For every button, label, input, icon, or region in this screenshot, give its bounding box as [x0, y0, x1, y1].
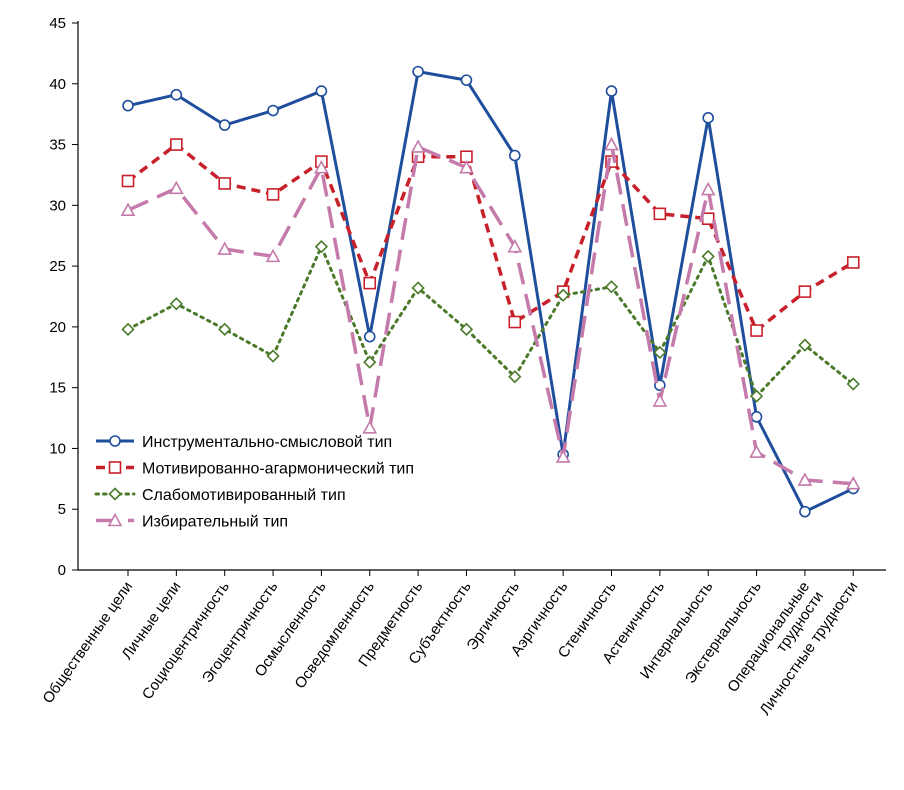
data-point: [170, 138, 183, 151]
legend-item: Инструментально-смысловой тип: [96, 434, 392, 451]
data-point: [460, 74, 473, 86]
data-point: [508, 370, 522, 384]
x-tick-label: Общественные цели: [39, 579, 136, 707]
data-point: [412, 65, 424, 78]
data-point: [411, 281, 425, 295]
data-point: [507, 238, 523, 253]
data-point: [121, 174, 135, 188]
data-point: [845, 476, 861, 490]
data-point: [218, 119, 231, 131]
data-point: [459, 159, 474, 174]
data-point: [555, 449, 571, 463]
y-tick-label: 25: [49, 258, 66, 275]
data-point: [750, 324, 763, 337]
data-point: [556, 288, 570, 302]
series-line: [127, 70, 854, 514]
series-2: [121, 138, 860, 337]
data-point: [700, 181, 716, 196]
data-point: [653, 345, 667, 360]
data-point: [266, 349, 280, 363]
data-point: [749, 389, 764, 403]
data-point: [363, 355, 377, 369]
legend-label: Слабомотивированный тип: [142, 487, 346, 504]
legend-marker: [108, 487, 122, 501]
data-point: [217, 241, 233, 255]
data-point: [702, 112, 715, 124]
series-line: [126, 142, 855, 333]
legend-item: Мотивированно-агармонический тип: [96, 461, 414, 478]
data-point: [120, 202, 136, 216]
legend-marker: [108, 461, 122, 474]
legend-marker: [107, 512, 123, 527]
series-line: [126, 245, 855, 398]
data-point: [750, 411, 763, 423]
y-tick-label: 45: [49, 15, 66, 32]
y-tick-label: 15: [49, 380, 66, 397]
data-point: [797, 472, 813, 486]
data-point: [121, 322, 135, 336]
data-point: [604, 136, 619, 151]
data-point: [363, 276, 377, 290]
series-4: [120, 136, 861, 490]
data-point: [170, 88, 183, 101]
data-point: [362, 420, 378, 434]
data-point: [169, 297, 183, 311]
legend-item: Избирательный тип: [96, 512, 288, 531]
data-point: [265, 248, 281, 263]
data-point: [604, 280, 619, 294]
y-tick-label: 35: [49, 137, 66, 154]
y-tick-label: 0: [58, 562, 66, 579]
data-point: [798, 338, 812, 352]
series-line: [127, 142, 854, 486]
data-point: [508, 315, 522, 329]
data-point: [508, 149, 521, 162]
data-point: [314, 240, 329, 254]
data-point: [267, 104, 279, 117]
data-point: [410, 139, 426, 153]
legend-label: Мотивированно-агармонический тип: [142, 461, 414, 478]
data-point: [701, 212, 715, 226]
data-point: [459, 322, 474, 336]
y-tick-label: 10: [49, 440, 66, 457]
y-tick-label: 20: [49, 319, 66, 336]
legend-item: Слабомотивированный тип: [94, 487, 346, 504]
legend-marker: [109, 435, 121, 447]
legend-label: Инструментально-смысловой тип: [142, 434, 392, 451]
data-point: [266, 188, 280, 201]
data-point: [363, 330, 376, 343]
data-point: [652, 393, 668, 407]
legend: Инструментально-смысловой тип Мотивирован…: [94, 434, 414, 531]
data-point: [605, 85, 618, 97]
y-tick-label: 30: [49, 197, 66, 214]
data-point: [749, 444, 764, 458]
chart-axes: 0 5 10 15 20 25 30 35 40 45: [49, 15, 886, 579]
data-point: [653, 207, 667, 221]
data-point: [218, 177, 231, 190]
data-point: [169, 180, 184, 195]
data-point: [315, 85, 328, 97]
data-point: [218, 322, 232, 336]
series-layer: [120, 65, 861, 518]
data-point: [846, 256, 860, 269]
x-tick-label: Социоцентричность: [139, 578, 233, 702]
data-point: [605, 155, 618, 168]
data-point: [846, 377, 860, 391]
data-point: [798, 285, 812, 298]
data-point: [799, 505, 811, 518]
legend-label: Избирательный тип: [142, 514, 288, 531]
data-point: [314, 159, 329, 174]
y-tick-label: 5: [58, 501, 66, 518]
data-point: [701, 249, 715, 264]
series-3: [121, 240, 860, 403]
data-point: [122, 99, 134, 112]
y-tick-label: 40: [49, 76, 66, 93]
